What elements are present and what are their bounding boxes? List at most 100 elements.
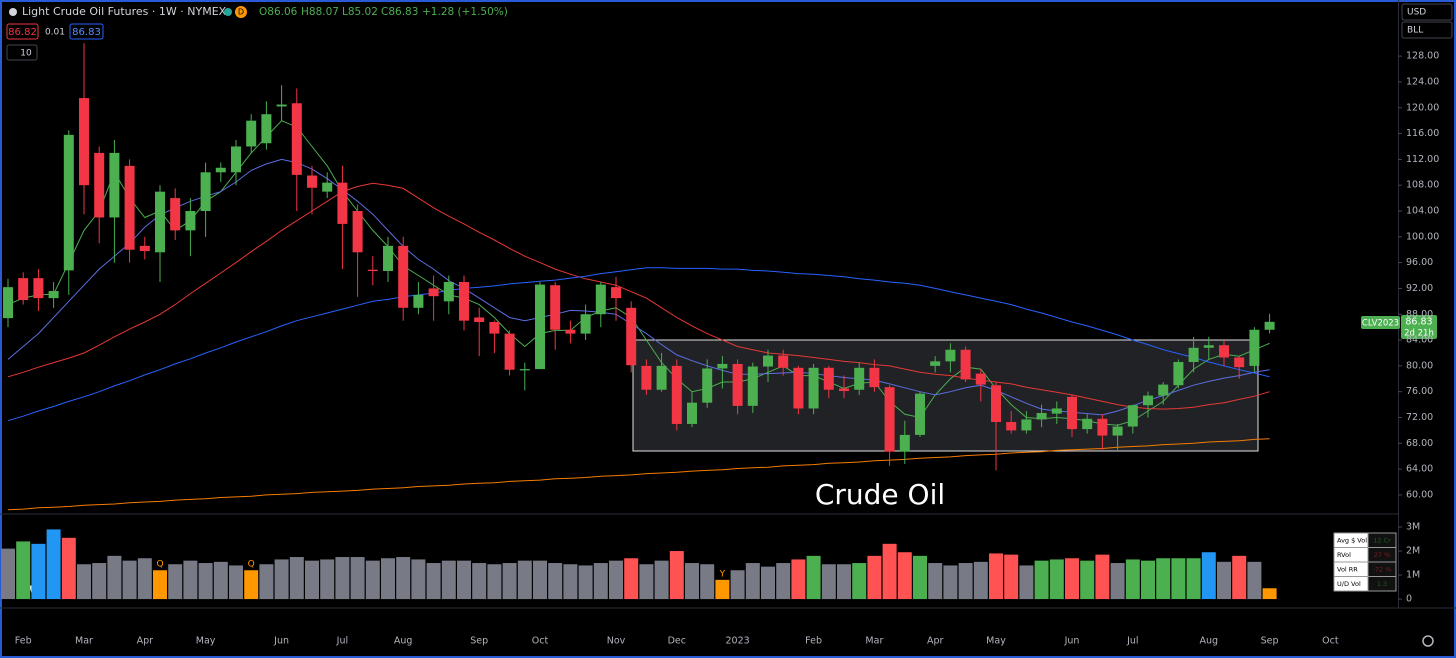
candle-body: [170, 198, 181, 231]
candle-body: [778, 355, 789, 368]
y-tick-label: 88.00: [1406, 309, 1433, 320]
volume-bar: [776, 563, 791, 600]
volume-bar: [274, 559, 289, 600]
stats-value: 27 %: [1374, 551, 1391, 559]
unit-select[interactable]: [1401, 21, 1453, 39]
candle-body: [291, 103, 302, 175]
unit: BLL: [1407, 26, 1423, 36]
last-symbol: CLV2023: [1362, 319, 1399, 329]
candle-body: [535, 284, 545, 370]
header: Light Crude Oil Futures · 1W · NYMEX D O…: [6, 3, 1453, 61]
volume-bar: [365, 560, 380, 600]
candle-body: [717, 363, 728, 369]
volume-bar: [563, 564, 578, 600]
volume-bar: [320, 559, 335, 600]
candle-body: [18, 278, 29, 301]
stats-key: Avg $ Vol: [1337, 536, 1367, 544]
volume-bar: [639, 564, 654, 600]
volume-bar: [137, 558, 152, 600]
stats-key: U/D Vol: [1337, 580, 1361, 588]
candle-body: [702, 368, 713, 403]
badge: [235, 6, 247, 18]
candle-body: [48, 291, 59, 299]
volume-bar: [533, 560, 547, 600]
candle-body: [945, 349, 956, 362]
volume-bar: [624, 558, 639, 600]
currency-select[interactable]: [1401, 3, 1453, 21]
volume-bar: [578, 565, 593, 600]
candle-body: [215, 167, 226, 173]
candle-body: [1021, 419, 1032, 431]
volume-bar: [396, 557, 411, 600]
stats-value: 12 Cr: [1373, 536, 1391, 544]
volume-bar: [609, 560, 623, 600]
candle-body: [337, 182, 348, 224]
last-price-box: [1401, 315, 1437, 339]
volume-bar: [928, 563, 943, 600]
volume-bar: [1156, 558, 1171, 600]
volume-bar: [1217, 561, 1231, 600]
volume-bar: [122, 560, 137, 600]
volume-bar: [381, 558, 395, 600]
indicator-toggle[interactable]: [6, 44, 38, 61]
candle-body: [1234, 357, 1245, 368]
candle-body: [1112, 426, 1123, 436]
volume-bar: [730, 570, 745, 600]
volume-bar: [1247, 561, 1262, 600]
bid-box[interactable]: [6, 23, 39, 40]
candle-body: [1249, 329, 1260, 366]
x-tick-label: May: [986, 636, 1006, 647]
volume-bar: [1171, 558, 1186, 600]
candle-body: [459, 281, 469, 321]
y-tick-label: 72.00: [1406, 412, 1433, 423]
candle-body: [139, 245, 150, 252]
bid: 86.82: [8, 27, 37, 38]
volume-bar: [305, 560, 319, 600]
candle-body: [550, 285, 561, 330]
y-tick-label: 120.00: [1406, 102, 1439, 113]
ma-line: [7, 267, 1270, 422]
x-tick-label: Sep: [1261, 636, 1279, 647]
volume-bar: [213, 561, 228, 600]
volume-bar: [761, 566, 775, 600]
volume-bar: [715, 579, 730, 600]
candle-body: [1143, 395, 1153, 406]
candle-body: [231, 146, 241, 173]
ask: 86.83: [72, 27, 101, 38]
candle-body: [823, 367, 834, 390]
quote-change: +1.28 (+1.50%): [422, 6, 508, 18]
candle-body: [869, 367, 880, 388]
volume-bar: [168, 564, 183, 600]
volume-bar: [1034, 560, 1049, 600]
y-tick-label: 112.00: [1406, 154, 1439, 165]
volume-bar: [153, 570, 167, 600]
candle-body: [1219, 345, 1229, 358]
candle-body: [1097, 418, 1108, 436]
candle-body: [626, 307, 637, 366]
candle-body: [960, 349, 971, 380]
stats-value: -72 %: [1373, 565, 1392, 573]
price-pane: [3, 43, 1275, 511]
volume-bar: [958, 563, 973, 600]
candle-body: [580, 314, 591, 334]
candle-body: [322, 182, 333, 192]
quote-high: H88.07: [301, 6, 339, 18]
volume-bar: [1019, 565, 1034, 600]
indicator-count: 10: [20, 49, 32, 59]
volume-bar: [989, 553, 1003, 600]
x-tick-label: Oct: [1322, 636, 1339, 647]
volume-bar: [1, 548, 15, 600]
candle-body: [1188, 347, 1199, 363]
candle-body: [63, 134, 74, 271]
ask-box[interactable]: [69, 23, 104, 40]
volume-bar: [1110, 563, 1125, 600]
volume-bar: [791, 559, 806, 600]
candle-body: [732, 363, 743, 406]
candle-body: [383, 245, 393, 272]
settings[interactable]: [1422, 635, 1434, 647]
volume-bar: [821, 564, 836, 600]
volume-bar: [472, 563, 487, 600]
y-tick-label: 104.00: [1406, 206, 1439, 217]
spread: 0.01: [45, 28, 65, 38]
quote-low: L85.02: [342, 6, 378, 18]
